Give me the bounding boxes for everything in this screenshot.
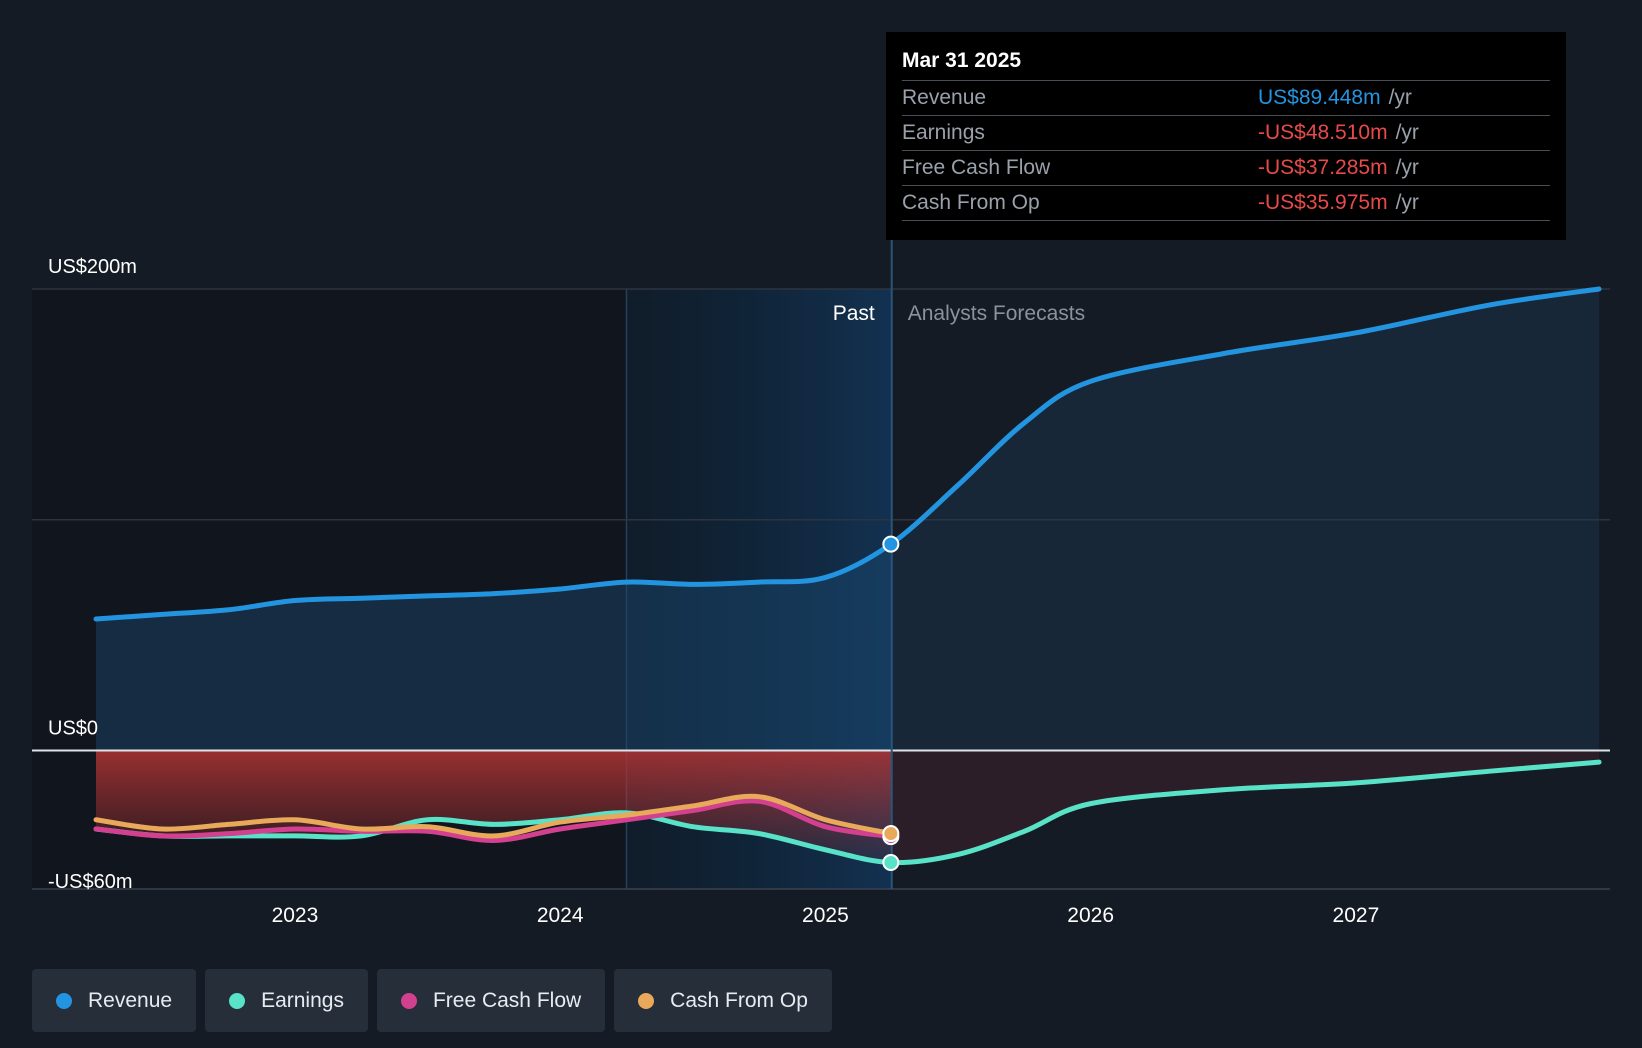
tooltip-unit: /yr (1395, 156, 1419, 179)
tooltip-value: US$89.448m (1258, 86, 1381, 109)
legend-item-earnings[interactable]: Earnings (205, 969, 368, 1032)
legend: Revenue Earnings Free Cash Flow Cash Fro… (32, 969, 832, 1032)
x-tick-label: 2024 (537, 904, 584, 927)
tooltip: Mar 31 2025 Revenue US$89.448m /yr Earni… (886, 32, 1566, 240)
legend-label: Cash From Op (670, 988, 808, 1012)
legend-label: Earnings (261, 988, 344, 1012)
legend-item-cash-from-op[interactable]: Cash From Op (614, 969, 832, 1032)
tooltip-row-revenue: Revenue US$89.448m /yr (902, 80, 1550, 115)
tooltip-value: -US$35.975m (1258, 191, 1388, 214)
tooltip-label: Free Cash Flow (902, 156, 1051, 179)
revenue-line (93, 286, 1602, 622)
cash-from-op-line (93, 793, 894, 839)
tooltip-row-free-cash-flow: Free Cash Flow -US$37.285m /yr (902, 150, 1550, 185)
legend-item-free-cash-flow[interactable]: Free Cash Flow (376, 969, 606, 1032)
revenue-area-forecast (891, 289, 1600, 751)
cash-from-op-dot-icon (638, 992, 655, 1009)
legend-label: Free Cash Flow (432, 988, 582, 1012)
tooltip-label: Earnings (902, 121, 985, 144)
earnings-dot-icon (229, 992, 246, 1009)
tooltip-row-cash-from-op: Cash From Op -US$35.975m /yr (902, 185, 1550, 221)
x-tick-label: 2027 (1333, 904, 1380, 927)
tooltip-label: Cash From Op (902, 191, 1040, 214)
revenue-dot-icon (56, 992, 72, 1009)
past-label: Past (833, 302, 875, 325)
x-tick-label: 2023 (272, 904, 319, 927)
negative-area-forecast (891, 750, 1600, 863)
tooltip-unit: /yr (1395, 121, 1419, 144)
earnings-line (93, 759, 1602, 866)
legend-item-revenue[interactable]: Revenue (32, 969, 197, 1032)
tooltip-unit: /yr (1395, 191, 1419, 214)
tooltip-unit: /yr (1388, 86, 1412, 109)
x-tick-label: 2025 (802, 904, 849, 927)
tooltip-date: Mar 31 2025 (902, 49, 1022, 72)
revenue-area-past (96, 543, 892, 751)
cash-from-op-marker[interactable] (882, 825, 900, 843)
tooltip-label: Revenue (902, 86, 987, 109)
forecast-label: Analysts Forecasts (908, 302, 1085, 325)
tooltip-value: -US$48.510m (1258, 121, 1388, 144)
free-cash-flow-line (93, 798, 894, 844)
earnings-marker[interactable] (882, 853, 900, 871)
tooltip-value: -US$37.285m (1258, 156, 1388, 179)
tooltip-row-earnings: Earnings -US$48.510m /yr (902, 115, 1550, 150)
chart: US$200m US$0 -US$60m Past Analysts Forec… (32, 240, 1610, 927)
free-cash-flow-dot-icon (400, 992, 417, 1009)
revenue-marker[interactable] (882, 535, 900, 553)
legend-label: Revenue (88, 988, 173, 1012)
x-tick-label: 2026 (1067, 904, 1114, 927)
gridlines (32, 288, 1610, 890)
y-label-top: US$200m (48, 256, 137, 278)
y-label-zero: US$0 (48, 718, 98, 740)
y-label-bottom: -US$60m (48, 871, 132, 893)
